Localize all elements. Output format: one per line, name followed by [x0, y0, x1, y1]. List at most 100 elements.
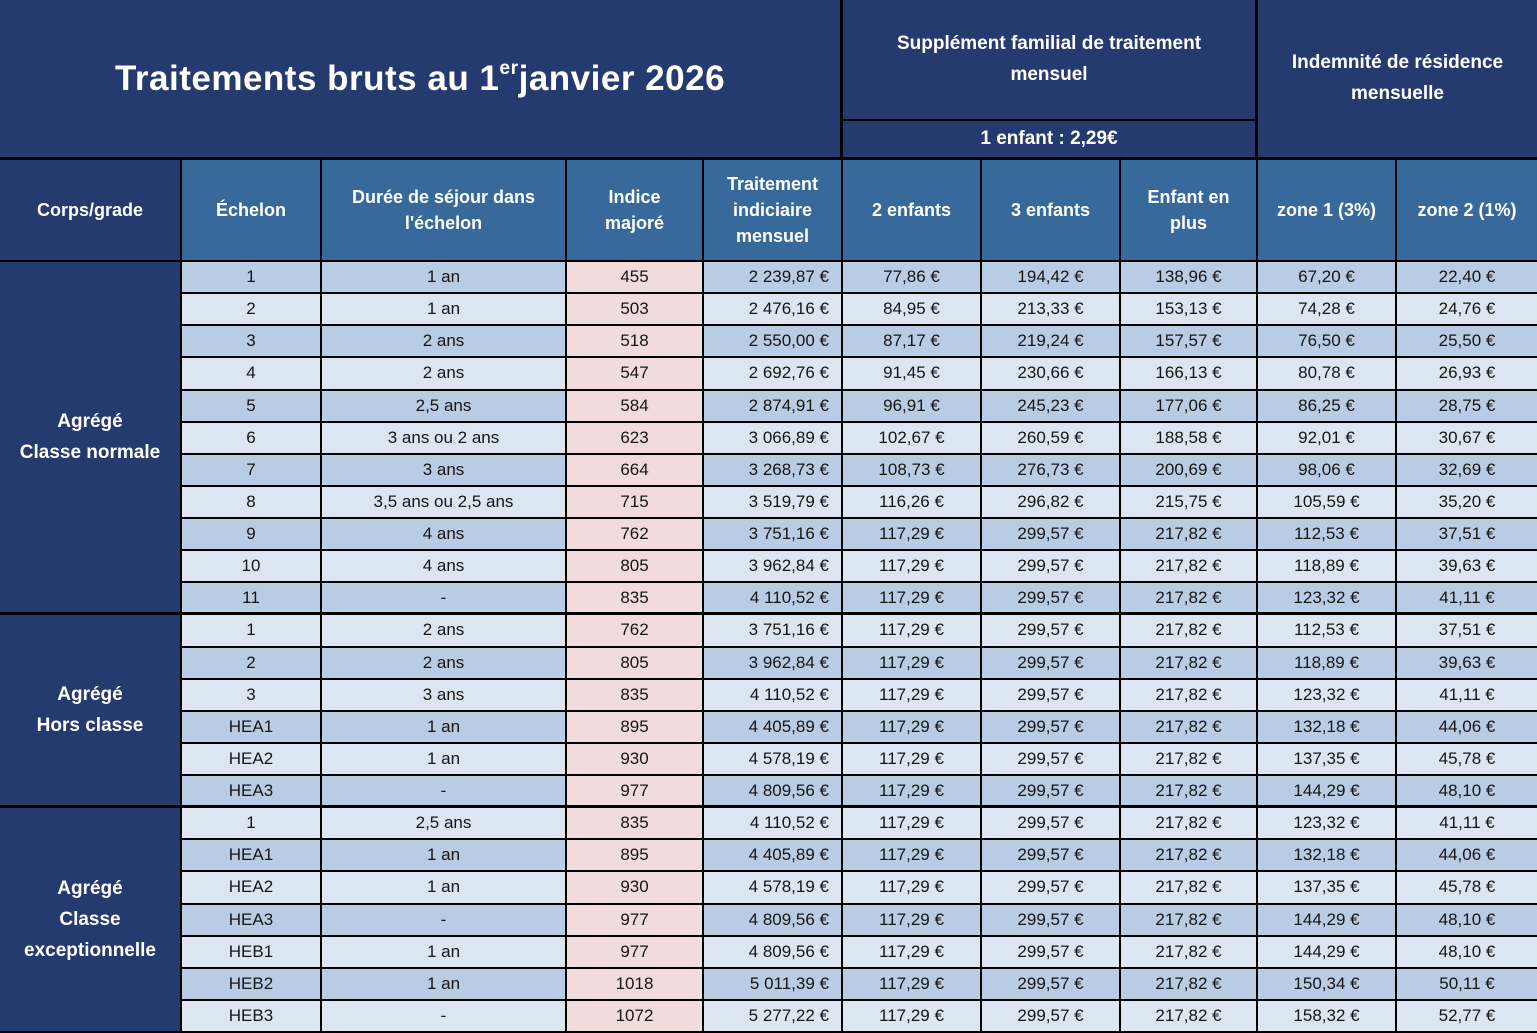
cell-zone-1: 132,18 €	[1258, 840, 1397, 873]
cell-echelon: 3	[182, 326, 322, 359]
cell-2-enfants: 102,67 €	[843, 422, 982, 455]
cell-echelon: HEB1	[182, 936, 322, 969]
cell-zone-2: 48,10 €	[1397, 904, 1537, 937]
cell-echelon: 4	[182, 358, 322, 391]
cell-indice-majore: 715	[567, 486, 704, 519]
cell-echelon: HEA2	[182, 872, 322, 905]
cell-zone-1: 132,18 €	[1258, 711, 1397, 744]
cell-duree-sejour: 1 an	[322, 294, 567, 327]
cell-traitement-indiciaire: 3 066,89 €	[704, 422, 843, 455]
cell-echelon: 2	[182, 294, 322, 327]
page-title-suffix: janvier 2026	[518, 58, 726, 98]
cell-echelon: HEB2	[182, 968, 322, 1001]
cell-traitement-indiciaire: 4 809,56 €	[704, 904, 843, 937]
group-label-line: Classe normale	[19, 442, 161, 464]
cell-traitement-indiciaire: 5 277,22 €	[704, 1000, 843, 1033]
cell-zone-2: 30,67 €	[1397, 422, 1537, 455]
cell-zone-2: 50,11 €	[1397, 968, 1537, 1001]
cell-zone-2: 48,10 €	[1397, 776, 1537, 809]
cell-enfant-en-plus: 217,82 €	[1121, 647, 1258, 680]
cell-duree-sejour: 1 an	[322, 711, 567, 744]
cell-echelon: 9	[182, 519, 322, 552]
cell-duree-sejour: 2,5 ans	[322, 390, 567, 423]
cell-zone-2: 22,40 €	[1397, 262, 1537, 295]
cell-2-enfants: 117,29 €	[843, 551, 982, 584]
cell-3-enfants: 299,57 €	[982, 1000, 1121, 1033]
cell-zone-1: 118,89 €	[1258, 551, 1397, 584]
cell-2-enfants: 117,29 €	[843, 968, 982, 1001]
cell-enfant-en-plus: 217,82 €	[1121, 1000, 1258, 1033]
cell-zone-1: 137,35 €	[1258, 872, 1397, 905]
cell-duree-sejour: 3 ans	[322, 454, 567, 487]
cell-traitement-indiciaire: 4 405,89 €	[704, 711, 843, 744]
page-title: Traitements bruts au 1 er janvier 2026	[0, 0, 843, 157]
cell-3-enfants: 194,42 €	[982, 262, 1121, 295]
cell-3-enfants: 299,57 €	[982, 519, 1121, 552]
cell-zone-1: 76,50 €	[1258, 326, 1397, 359]
cell-3-enfants: 260,59 €	[982, 422, 1121, 455]
cell-echelon: 1	[182, 808, 322, 841]
cell-duree-sejour: 3,5 ans ou 2,5 ans	[322, 486, 567, 519]
cell-3-enfants: 299,57 €	[982, 711, 1121, 744]
cell-zone-1: 144,29 €	[1258, 776, 1397, 809]
cell-indice-majore: 895	[567, 840, 704, 873]
group-label: Agrégé Classe normale	[0, 262, 182, 616]
cell-2-enfants: 117,29 €	[843, 615, 982, 648]
cell-enfant-en-plus: 138,96 €	[1121, 262, 1258, 295]
cell-echelon: HEA1	[182, 711, 322, 744]
cell-indice-majore: 977	[567, 904, 704, 937]
cell-duree-sejour: 1 an	[322, 936, 567, 969]
cell-enfant-en-plus: 217,82 €	[1121, 872, 1258, 905]
cell-traitement-indiciaire: 2 692,76 €	[704, 358, 843, 391]
cell-duree-sejour: 2 ans	[322, 647, 567, 680]
cell-zone-1: 112,53 €	[1258, 615, 1397, 648]
cell-echelon: 7	[182, 454, 322, 487]
cell-zone-2: 41,11 €	[1397, 808, 1537, 841]
cell-duree-sejour: 2 ans	[322, 326, 567, 359]
cell-zone-2: 41,11 €	[1397, 679, 1537, 712]
cell-3-enfants: 299,57 €	[982, 904, 1121, 937]
cell-zone-2: 37,51 €	[1397, 519, 1537, 552]
cell-echelon: 5	[182, 390, 322, 423]
cell-enfant-en-plus: 217,82 €	[1121, 551, 1258, 584]
cell-duree-sejour: 4 ans	[322, 551, 567, 584]
cell-zone-1: 137,35 €	[1258, 743, 1397, 776]
cell-duree-sejour: 2 ans	[322, 615, 567, 648]
cell-3-enfants: 299,57 €	[982, 872, 1121, 905]
cell-echelon: 1	[182, 615, 322, 648]
cell-echelon: HEA3	[182, 776, 322, 809]
cell-indice-majore: 762	[567, 519, 704, 552]
cell-indice-majore: 835	[567, 583, 704, 616]
cell-2-enfants: 96,91 €	[843, 390, 982, 423]
cell-traitement-indiciaire: 4 110,52 €	[704, 679, 843, 712]
cell-zone-2: 25,50 €	[1397, 326, 1537, 359]
cell-zone-1: 123,32 €	[1258, 808, 1397, 841]
cell-duree-sejour: 2,5 ans	[322, 808, 567, 841]
cell-enfant-en-plus: 217,82 €	[1121, 840, 1258, 873]
cell-zone-2: 39,63 €	[1397, 647, 1537, 680]
group-label-line: Agrégé	[57, 683, 123, 705]
cell-indice-majore: 455	[567, 262, 704, 295]
cell-traitement-indiciaire: 5 011,39 €	[704, 968, 843, 1001]
cell-2-enfants: 117,29 €	[843, 808, 982, 841]
cell-indice-majore: 895	[567, 711, 704, 744]
group-label: Agrégé Hors classe	[0, 615, 182, 809]
cell-traitement-indiciaire: 4 809,56 €	[704, 776, 843, 809]
cell-indice-majore: 930	[567, 872, 704, 905]
cell-indice-majore: 1018	[567, 968, 704, 1001]
column-header-traitement-indiciaire: Traitement indiciaire mensuel	[704, 160, 843, 260]
cell-zone-1: 158,32 €	[1258, 1000, 1397, 1033]
cell-3-enfants: 299,57 €	[982, 776, 1121, 809]
cell-traitement-indiciaire: 2 874,91 €	[704, 390, 843, 423]
residence-header: Indemnité de résidence mensuelle	[1291, 52, 1504, 104]
cell-2-enfants: 117,29 €	[843, 583, 982, 616]
column-header-zone-1: zone 1 (3%)	[1258, 160, 1397, 260]
cell-indice-majore: 664	[567, 454, 704, 487]
cell-3-enfants: 299,57 €	[982, 936, 1121, 969]
group-label: Agrégé Classe exceptionnelle	[0, 808, 182, 1033]
cell-2-enfants: 87,17 €	[843, 326, 982, 359]
cell-enfant-en-plus: 177,06 €	[1121, 390, 1258, 423]
cell-indice-majore: 623	[567, 422, 704, 455]
cell-zone-2: 44,06 €	[1397, 711, 1537, 744]
